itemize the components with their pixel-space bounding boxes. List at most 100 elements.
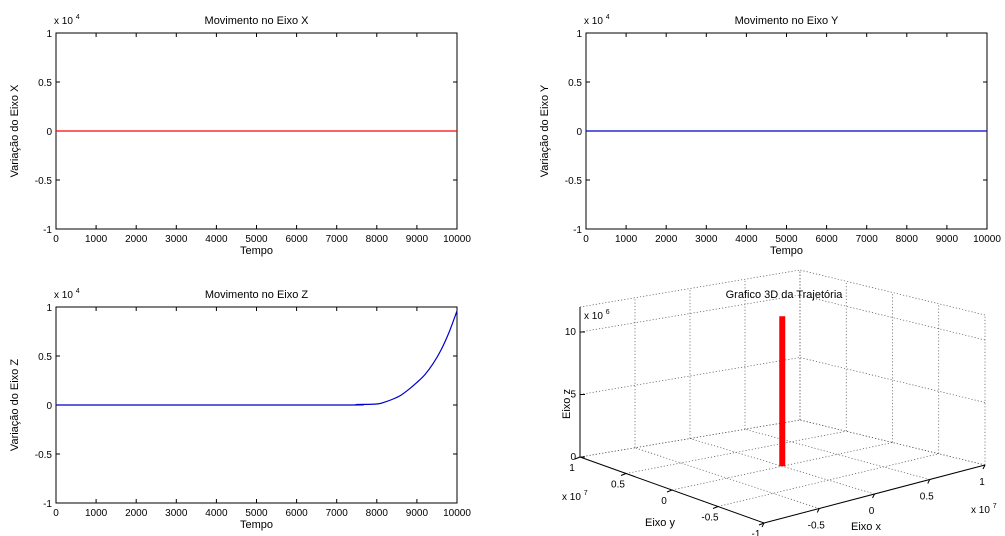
y-tick-label: -0.5 [565, 176, 583, 187]
side-wall-grid-line [799, 357, 986, 403]
y-tick-label: -0.5 [35, 450, 53, 461]
floor-grid-line [625, 430, 847, 474]
series-line-1 [55, 310, 458, 406]
x-tick-label: 9000 [406, 234, 429, 245]
x-tick-label: 2000 [125, 234, 148, 245]
x-tick-label: 7000 [326, 508, 349, 519]
y-tick-label: 1 [569, 463, 575, 474]
x-tick-label: 8000 [896, 234, 919, 245]
y-exponent-label: x 10 7 [562, 490, 588, 503]
x-tick [982, 464, 986, 470]
x-tick-label: 10000 [443, 234, 471, 245]
x-tick-label: 6000 [815, 234, 838, 245]
x-tick-label: 4000 [735, 234, 758, 245]
y-tick-label: 0 [46, 127, 52, 138]
floor-grid-line [717, 453, 939, 507]
chart-title: Movimento no Eixo X [205, 15, 310, 27]
x-tick-label: 6000 [285, 508, 308, 519]
y-tick-label: 0 [46, 401, 52, 412]
chart-title: Movimento no Eixo Y [735, 15, 839, 27]
x-tick-label: 7000 [856, 234, 879, 245]
x-tick-label: 0 [53, 508, 59, 519]
y-tick-label: 0.5 [568, 78, 582, 89]
y-axis-label: Variação do Eixo Y [539, 84, 551, 177]
z-tick-label: 5 [570, 390, 576, 401]
y-axis-label: Eixo y [645, 517, 675, 529]
z-axis-label: Eixo z [561, 389, 573, 419]
y-tick [574, 456, 581, 460]
z-tick-label: 0 [570, 452, 576, 463]
x-tick-label: 0 [53, 234, 59, 245]
line-chart-panel-3: 0 1000 2000 3000 4000 5000 6000 7000 8000 9000 100… [9, 288, 471, 531]
x-axis-label: Tempo [770, 245, 803, 257]
y-tick-label: 1 [46, 29, 52, 40]
x-tick-label: 7000 [326, 234, 349, 245]
x-tick-label: 2000 [655, 234, 678, 245]
y-exponent-label: x 10 4 [584, 14, 610, 27]
chart-title: Grafico 3D da Trajetória [726, 289, 844, 301]
x-tick-label: 0.5 [920, 492, 934, 503]
x-axis-label: Eixo x [851, 521, 881, 533]
x-tick-label: 2000 [125, 508, 148, 519]
x-tick-label: 0 [583, 234, 589, 245]
x-axis-label: Tempo [240, 519, 273, 531]
y-tick-label: 0 [661, 496, 667, 507]
y-tick-label: -1 [573, 225, 582, 236]
y-tick-label: -1 [752, 529, 761, 536]
y-tick-label: 0 [576, 127, 582, 138]
x-tick-label: 3000 [165, 234, 188, 245]
x-tick [927, 479, 931, 484]
x-tick-label: 1000 [85, 234, 108, 245]
y-exponent-label: x 10 4 [54, 288, 80, 301]
x-exponent-label: x 10 7 [971, 503, 997, 516]
chart-title: Movimento no Eixo Z [205, 289, 309, 301]
x-tick-label: 4000 [205, 508, 228, 519]
y-tick [666, 489, 673, 493]
x-tick-label: 1 [979, 477, 985, 488]
y-exponent-label: x 10 4 [54, 14, 80, 27]
x-tick-label: 1000 [85, 508, 108, 519]
y-tick [758, 522, 765, 526]
floor-grid-line [744, 428, 930, 480]
z-exponent-label: x 10 6 [584, 309, 610, 322]
x-tick-label: 5000 [245, 234, 268, 245]
x-tick [872, 493, 875, 499]
x-tick-label: 10000 [973, 234, 1001, 245]
back-wall-grid-line [579, 294, 801, 333]
x-tick-label: -0.5 [808, 521, 826, 532]
x-tick-label: 1000 [615, 234, 638, 245]
y-tick-label: 0.5 [38, 352, 52, 363]
back-wall-grid-line [579, 357, 801, 395]
x-tick-label: 0 [869, 506, 875, 517]
x-tick-label: 3000 [165, 508, 188, 519]
x-tick [816, 508, 820, 513]
x-tick-label: 4000 [205, 234, 228, 245]
y-tick [712, 506, 719, 509]
x-tick-label: 8000 [366, 234, 389, 245]
y-tick-label: -1 [43, 499, 52, 510]
back-wall-grid-line [579, 269, 801, 308]
x-tick-label: 5000 [245, 508, 268, 519]
x-tick-label: 9000 [406, 508, 429, 519]
x-axis-label: Tempo [240, 245, 273, 257]
x-tick-label: 9000 [936, 234, 959, 245]
x-tick-label: 6000 [285, 234, 308, 245]
line-chart-panel-1: 0 1000 2000 3000 4000 5000 6000 7000 8000 9000 100… [9, 14, 471, 257]
line-chart-panel-2: 0 1000 2000 3000 4000 5000 6000 7000 8000 9000 100… [539, 14, 1001, 257]
floor-grid-line [634, 447, 820, 509]
y-tick-label: 1 [576, 29, 582, 40]
y-axis-label: Variação do Eixo X [9, 84, 21, 177]
y-tick-label: -1 [43, 225, 52, 236]
x-tick-label: 10000 [443, 508, 471, 519]
y-tick-label: 0.5 [38, 78, 52, 89]
z-tick-label: 10 [565, 327, 577, 338]
x-tick-label: 8000 [366, 508, 389, 519]
y-tick-label: 0.5 [611, 480, 625, 491]
y-tick [620, 473, 627, 476]
y-axis-label: Variação do Eixo Z [9, 359, 21, 451]
y-tick-label: -0.5 [35, 176, 53, 187]
back-wall-grid-line [579, 419, 801, 458]
y-tick-label: 1 [46, 303, 52, 314]
